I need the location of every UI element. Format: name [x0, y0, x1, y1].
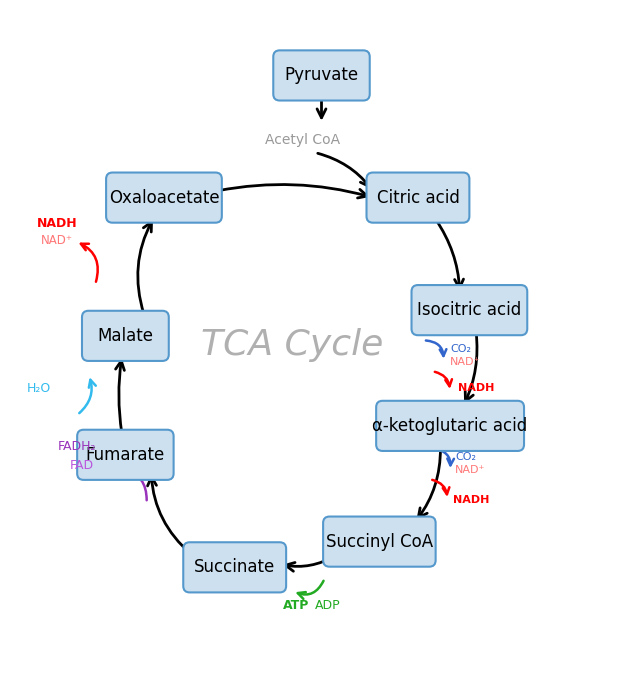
Text: Succinate: Succinate: [194, 558, 275, 576]
Text: α-ketoglutaric acid: α-ketoglutaric acid: [372, 417, 528, 435]
Text: CO₂: CO₂: [455, 452, 476, 462]
FancyBboxPatch shape: [183, 542, 286, 592]
Text: Pyruvate: Pyruvate: [284, 66, 359, 84]
FancyBboxPatch shape: [367, 173, 469, 223]
FancyBboxPatch shape: [376, 401, 524, 451]
Text: NAD⁺: NAD⁺: [41, 234, 73, 247]
FancyBboxPatch shape: [106, 173, 222, 223]
Text: FADH₂: FADH₂: [58, 439, 96, 453]
Text: Acetyl CoA: Acetyl CoA: [265, 133, 340, 146]
Text: NAD⁺: NAD⁺: [450, 357, 480, 367]
Text: NADH: NADH: [458, 383, 494, 392]
Text: Isocitric acid: Isocitric acid: [417, 301, 521, 319]
Text: TCA Cycle: TCA Cycle: [201, 328, 384, 363]
FancyBboxPatch shape: [77, 430, 174, 480]
FancyBboxPatch shape: [412, 285, 527, 335]
Text: Citric acid: Citric acid: [377, 189, 459, 207]
Text: NAD⁺: NAD⁺: [455, 465, 485, 475]
Text: CO₂: CO₂: [450, 344, 471, 354]
Text: Succinyl CoA: Succinyl CoA: [326, 533, 433, 551]
Text: ADP: ADP: [315, 599, 341, 612]
FancyBboxPatch shape: [323, 517, 436, 567]
Text: FAD: FAD: [69, 459, 94, 472]
FancyBboxPatch shape: [82, 311, 168, 361]
Text: ATP: ATP: [283, 599, 309, 612]
Text: Oxaloacetate: Oxaloacetate: [109, 189, 219, 207]
Text: H₂O: H₂O: [27, 382, 51, 395]
Text: Malate: Malate: [97, 327, 154, 345]
Text: NADH: NADH: [453, 495, 490, 505]
Text: Fumarate: Fumarate: [86, 446, 165, 464]
FancyBboxPatch shape: [273, 50, 370, 100]
Text: NADH: NADH: [37, 216, 78, 229]
